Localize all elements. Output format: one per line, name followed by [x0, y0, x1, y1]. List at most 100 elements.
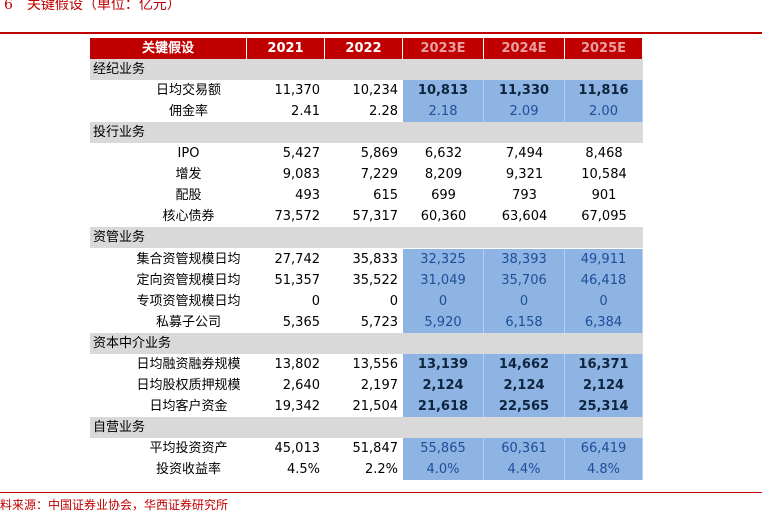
- value-cell: 9,083: [282, 167, 320, 183]
- row-label: 日均交易额: [155, 83, 221, 99]
- value-cell: 46,418: [565, 269, 643, 291]
- value-cell: 2,124: [403, 374, 484, 396]
- value-cell: 2.28: [369, 104, 398, 120]
- value-cell: 13,139: [403, 353, 484, 375]
- value-cell: 5,869: [360, 146, 398, 162]
- column-header: 2024E: [484, 38, 565, 60]
- value-cell: 793: [512, 188, 537, 204]
- value-cell: 699: [431, 188, 456, 204]
- value-cell: 0: [311, 293, 320, 309]
- value-cell: 7,494: [505, 146, 544, 162]
- section-title: 资本中介业务: [90, 332, 643, 354]
- value-cell: 2.18: [403, 101, 484, 123]
- row-label: 日均客户资金: [149, 398, 228, 414]
- value-cell: 73,572: [274, 209, 321, 225]
- value-cell: 2,640: [282, 377, 320, 393]
- value-cell: 5,920: [403, 311, 484, 333]
- row-label: 核心债券: [162, 209, 215, 225]
- section-title: 资管业务: [90, 227, 643, 249]
- rule: [0, 32, 762, 34]
- value-cell: 7,229: [360, 167, 398, 183]
- value-cell: 13,556: [352, 356, 399, 372]
- value-cell: 22,565: [484, 395, 565, 417]
- value-cell: 10,584: [581, 167, 627, 183]
- value-cell: 13,802: [274, 356, 321, 372]
- value-cell: 6,158: [484, 311, 565, 333]
- value-cell: 0: [389, 293, 398, 309]
- value-cell: 6,632: [424, 146, 463, 162]
- column-header: 2022: [325, 38, 403, 60]
- value-cell: 49,911: [565, 248, 643, 270]
- section-title: 投行业务: [90, 122, 643, 144]
- row-label: 投资收益率: [155, 462, 221, 477]
- value-cell: 27,742: [274, 251, 321, 267]
- value-cell: 0: [565, 290, 643, 312]
- value-cell: 31,049: [403, 269, 484, 291]
- value-cell: 2.41: [291, 104, 320, 120]
- value-cell: 38,393: [484, 248, 565, 270]
- value-cell: 66,419: [565, 437, 643, 459]
- value-cell: 4.5%: [286, 462, 320, 477]
- value-cell: 35,522: [352, 272, 399, 288]
- value-cell: 10,813: [403, 80, 484, 102]
- value-cell: 493: [295, 188, 320, 204]
- value-cell: 5,427: [282, 146, 320, 162]
- value-cell: 19,342: [274, 398, 321, 414]
- value-cell: 8,209: [424, 167, 463, 183]
- row-label: 平均投资资产: [149, 440, 228, 456]
- value-cell: 2.09: [484, 101, 565, 123]
- value-cell: 11,370: [274, 83, 321, 99]
- row-label: 增发: [175, 167, 202, 183]
- value-cell: 0: [484, 290, 565, 312]
- value-cell: 60,360: [420, 209, 467, 225]
- value-cell: 4.0%: [403, 459, 484, 481]
- value-cell: 2.2%: [364, 462, 398, 477]
- value-cell: 11,330: [484, 80, 565, 102]
- value-cell: 55,865: [403, 437, 484, 459]
- value-cell: 45,013: [274, 440, 321, 456]
- value-cell: 2.00: [565, 101, 643, 123]
- value-cell: 5,365: [282, 314, 320, 330]
- column-header: 2023E: [403, 38, 484, 60]
- value-cell: 21,504: [352, 398, 399, 414]
- value-cell: 21,618: [403, 395, 484, 417]
- row-label: 集合资管规模日均: [136, 251, 241, 267]
- row-label: IPO: [177, 146, 200, 162]
- column-header: 2021: [247, 38, 325, 60]
- value-cell: 63,604: [501, 209, 548, 225]
- row-label: 定向资管规模日均: [136, 272, 241, 288]
- source: 料来源：中国证券业协会，华西证券研究所: [0, 498, 229, 512]
- column-header: 关键假设: [90, 38, 247, 60]
- section-title: 自营业务: [90, 416, 643, 438]
- section-title: 经纪业务: [90, 59, 643, 81]
- value-cell: 4.4%: [484, 459, 565, 481]
- row-label: 日均股权质押规模: [136, 377, 241, 393]
- value-cell: 57,317: [352, 209, 399, 225]
- value-cell: 2,124: [484, 374, 565, 396]
- value-cell: 51,847: [352, 440, 399, 456]
- value-cell: 2,197: [360, 377, 398, 393]
- value-cell: 25,314: [565, 395, 643, 417]
- value-cell: 35,833: [352, 251, 399, 267]
- rule: [0, 492, 762, 493]
- value-cell: 16,371: [565, 353, 643, 375]
- value-cell: 67,095: [581, 209, 627, 225]
- value-cell: 9,321: [505, 167, 544, 183]
- row-label: 专项资管规模日均: [136, 293, 241, 309]
- value-cell: 11,816: [565, 80, 643, 102]
- value-cell: 35,706: [484, 269, 565, 291]
- value-cell: 615: [373, 188, 398, 204]
- value-cell: 8,468: [585, 146, 623, 162]
- value-cell: 901: [591, 188, 617, 204]
- value-cell: 0: [403, 290, 484, 312]
- value-cell: 5,723: [360, 314, 398, 330]
- value-cell: 51,357: [274, 272, 321, 288]
- column-header: 2025E: [565, 38, 643, 60]
- title: 6 关键假设（单位：亿元）: [4, 0, 181, 13]
- value-cell: 60,361: [484, 437, 565, 459]
- value-cell: 14,662: [484, 353, 565, 375]
- row-label: 私募子公司: [155, 314, 221, 330]
- value-cell: 4.8%: [565, 459, 643, 481]
- row-label: 佣金率: [168, 104, 208, 120]
